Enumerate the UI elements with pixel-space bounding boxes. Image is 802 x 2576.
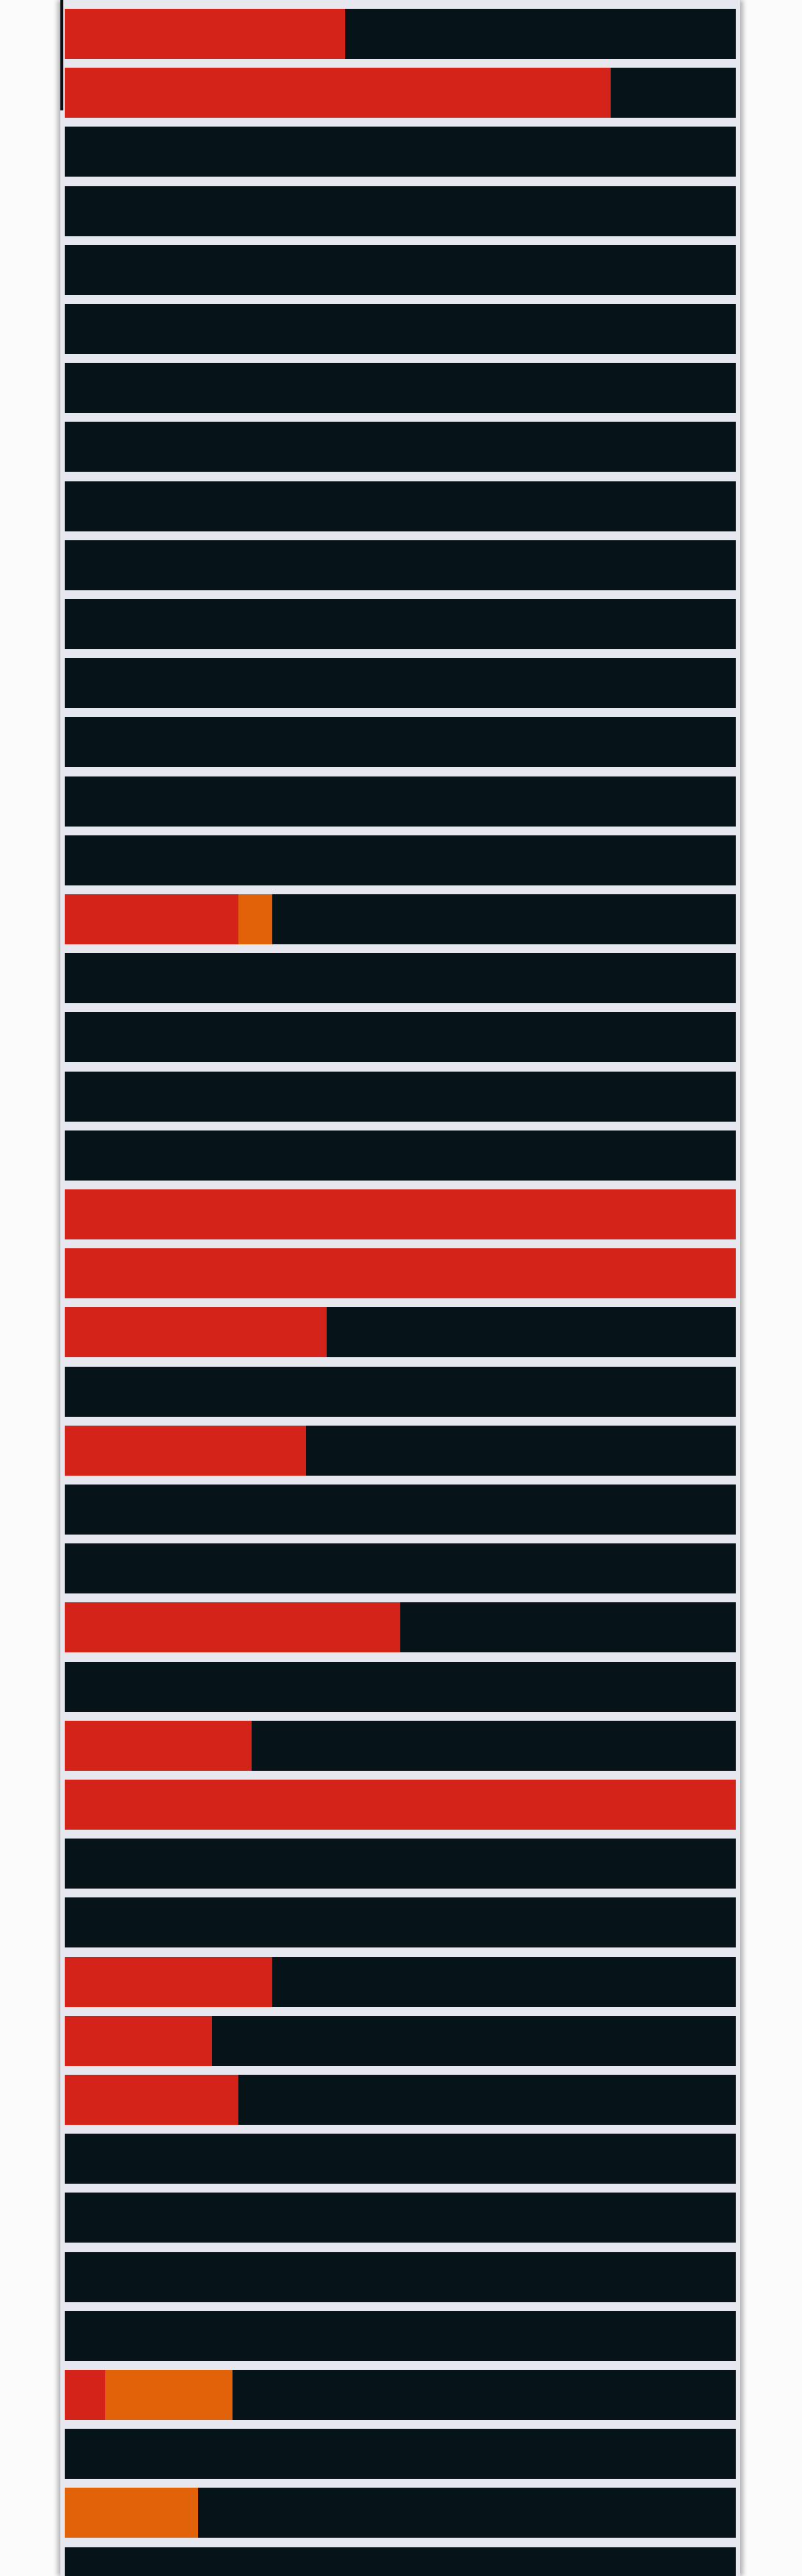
progress-fill-red — [65, 1602, 400, 1652]
progress-bar — [65, 835, 736, 885]
progress-fill-red — [65, 1780, 736, 1830]
progress-bar — [65, 481, 736, 531]
progress-bar — [65, 658, 736, 708]
progress-fill-red — [65, 1248, 736, 1298]
progress-bar — [65, 304, 736, 354]
progress-bar — [65, 540, 736, 590]
progress-bar — [65, 1072, 736, 1122]
progress-fill-orange — [104, 2370, 233, 2420]
progress-bar — [65, 68, 736, 118]
progress-bar — [65, 186, 736, 236]
progress-bar — [65, 2252, 736, 2302]
progress-bar — [65, 776, 736, 827]
progress-fill-red — [65, 2075, 239, 2125]
progress-bar — [65, 2547, 736, 2576]
progress-bar — [65, 599, 736, 649]
progress-bar — [65, 1897, 736, 1947]
progress-bar — [65, 2311, 736, 2361]
progress-bar — [65, 1721, 736, 1771]
progress-bar — [65, 1839, 736, 1889]
progress-bar — [65, 1426, 736, 1476]
progress-fill-red — [65, 2370, 105, 2420]
progress-bar — [65, 2193, 736, 2243]
progress-fill-red — [65, 1307, 327, 1357]
progress-fill-red — [65, 9, 346, 59]
progress-bar — [65, 2429, 736, 2479]
progress-bar — [65, 1189, 736, 1239]
progress-bar — [65, 1662, 736, 1712]
progress-bar — [65, 2016, 736, 2066]
progress-bar — [65, 1485, 736, 1535]
progress-bar — [65, 894, 736, 944]
progress-fill-red — [65, 68, 611, 118]
progress-bar — [65, 953, 736, 1003]
progress-bar — [65, 1543, 736, 1593]
progress-bar — [65, 245, 736, 295]
progress-bar — [65, 2134, 736, 2184]
progress-bar — [65, 2075, 736, 2125]
progress-bar — [65, 1248, 736, 1298]
progress-bar — [65, 2370, 736, 2420]
progress-fill-orange — [65, 2488, 199, 2538]
progress-fill-red — [65, 1189, 736, 1239]
progress-bar — [65, 127, 736, 177]
progress-bar — [65, 1602, 736, 1652]
progress-fill-red — [65, 894, 239, 944]
progress-bar — [65, 363, 736, 413]
text-cursor-line — [60, 0, 63, 110]
progress-bar — [65, 1012, 736, 1062]
progress-fill-orange — [238, 894, 272, 944]
progress-bar — [65, 422, 736, 472]
progress-fill-red — [65, 1721, 252, 1771]
progress-bar — [65, 1780, 736, 1830]
progress-bar — [65, 1367, 736, 1417]
progress-bar — [65, 717, 736, 767]
progress-bar — [65, 2488, 736, 2538]
progress-bar — [65, 9, 736, 59]
progress-fill-red — [65, 1957, 272, 2007]
progress-bar — [65, 1130, 736, 1181]
progress-bar — [65, 1957, 736, 2007]
progress-bar — [65, 1307, 736, 1357]
progress-fill-red — [65, 2016, 212, 2066]
progress-fill-red — [65, 1426, 307, 1476]
